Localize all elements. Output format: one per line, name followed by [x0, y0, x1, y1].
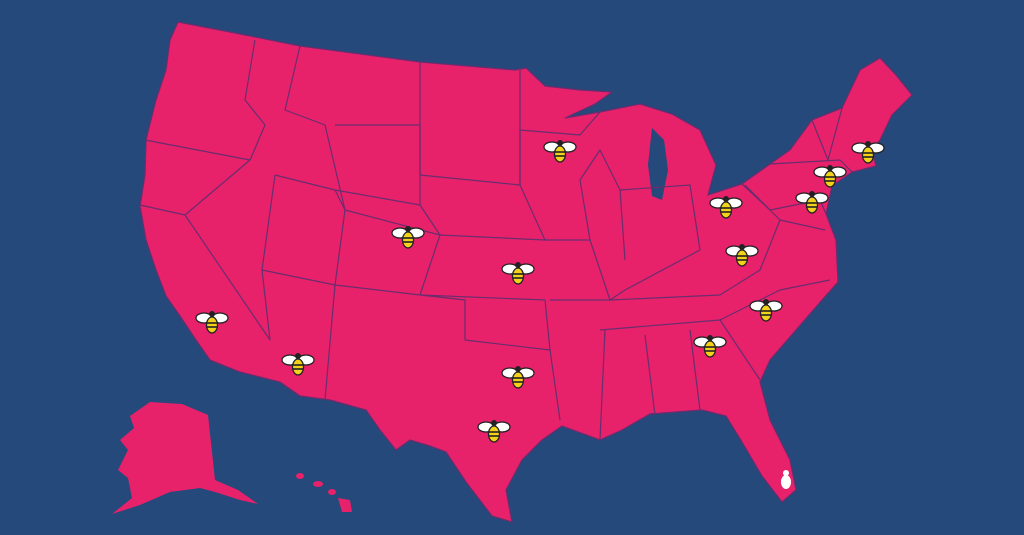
bee-head	[723, 196, 729, 202]
bee-head	[865, 141, 871, 147]
bee-body	[553, 145, 567, 163]
bee-head	[515, 366, 521, 372]
bee	[795, 191, 829, 214]
bee-body	[781, 475, 791, 489]
bee-body	[759, 304, 773, 322]
bee-body	[401, 231, 415, 249]
bee-body	[805, 196, 819, 214]
bee-outline	[781, 470, 791, 489]
bee	[281, 353, 315, 376]
bee-body	[703, 340, 717, 358]
bee-head	[809, 191, 815, 197]
bee	[501, 262, 535, 285]
lake-michigan	[648, 128, 668, 200]
bee	[725, 244, 759, 267]
bee-head	[491, 420, 497, 426]
bee-head	[783, 470, 789, 476]
bee-body	[735, 249, 749, 267]
bee	[501, 366, 535, 389]
bee-body	[861, 146, 875, 164]
bee-head	[405, 226, 411, 232]
bee	[391, 226, 425, 249]
bee-head	[557, 140, 563, 146]
bee-head	[763, 299, 769, 305]
bee-body	[291, 358, 305, 376]
bee-head	[295, 353, 301, 359]
bee	[813, 165, 847, 188]
bee-head	[515, 262, 521, 268]
bee-body	[487, 425, 501, 443]
bee-head	[209, 311, 215, 317]
bee	[749, 299, 783, 322]
bee-body	[511, 371, 525, 389]
bee-body	[823, 170, 837, 188]
bee	[477, 420, 511, 443]
bee	[851, 141, 885, 164]
bee-body	[719, 201, 733, 219]
bee-head	[827, 165, 833, 171]
hawaii	[296, 473, 352, 512]
bee-body	[511, 267, 525, 285]
bee-head	[707, 335, 713, 341]
alaska	[112, 402, 258, 514]
state-borders	[139, 39, 853, 441]
bee-body	[205, 316, 219, 334]
bee-head	[739, 244, 745, 250]
bee-markers	[195, 140, 885, 489]
bee	[195, 311, 229, 334]
bee	[693, 335, 727, 358]
bee	[543, 140, 577, 163]
bee	[709, 196, 743, 219]
